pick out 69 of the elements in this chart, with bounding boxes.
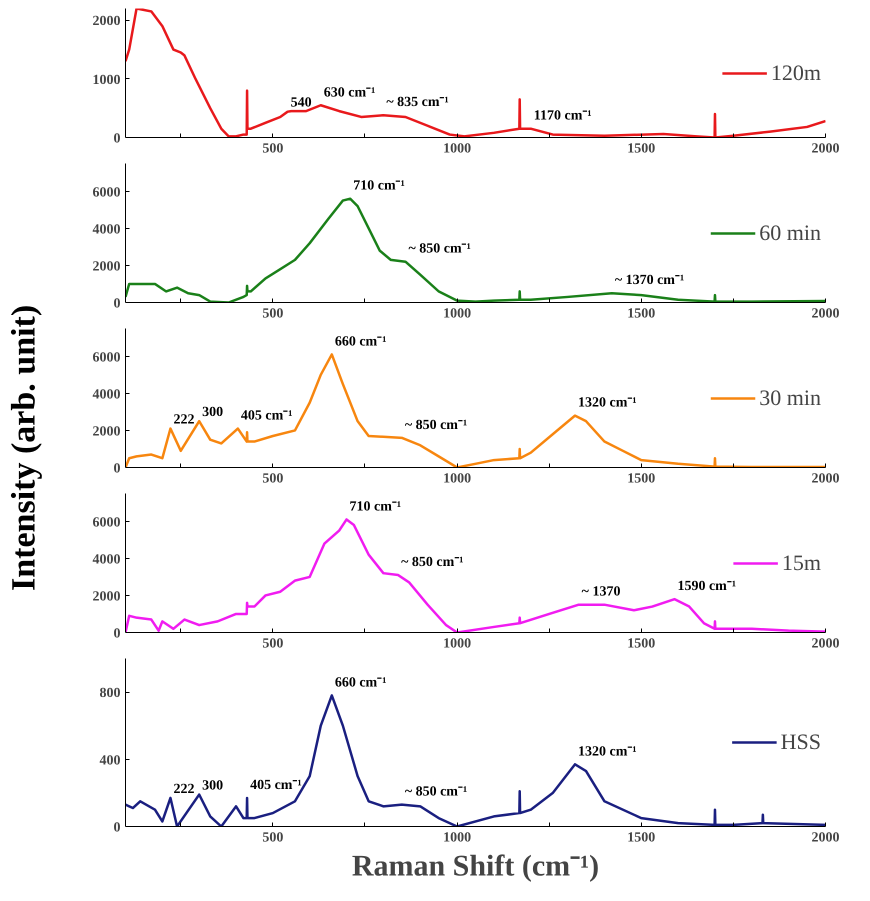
y-tick-label: 0 [114,296,120,312]
y-tick-label: 6000 [92,515,120,530]
x-tick-label: 1000 [443,142,472,156]
annotation: 660 cm⁻¹ [334,675,386,690]
annotation: ~ 1370 cm⁻¹ [614,273,684,288]
y-tick-label: 1000 [92,72,120,88]
x-tick-label: 2000 [812,636,840,652]
y-axis-title: Intensity (arb. unit) [4,304,44,591]
x-tick-label: 1000 [443,306,472,322]
y-tick-label: 2000 [92,589,120,604]
annotation: ~ 850 cm⁻¹ [408,242,471,257]
annotation: 1320 cm⁻¹ [578,396,637,411]
annotation: 710 cm⁻¹ [353,178,405,194]
annotation: 1320 cm⁻¹ [578,744,637,760]
x-tick-label: 500 [262,472,284,486]
x-tick-label: 1500 [627,472,656,486]
y-tick-label: 4000 [92,222,120,238]
annotation: 222 [173,412,194,428]
x-axis-title: Raman Shift (cm⁻¹) [352,850,600,882]
x-tick-label: 500 [262,830,284,846]
annotation: 660 cm⁻¹ [334,334,386,350]
annotation: ~ 1370 [582,584,620,600]
annotation: 300 [202,405,224,420]
annotation: ~ 850 cm⁻¹ [404,418,468,433]
annotation: 222 [173,782,194,797]
y-tick-label: 2000 [92,259,120,274]
x-tick-label: 1500 [627,830,656,846]
legend-label: 60 min [759,220,821,246]
annotation: 710 cm⁻¹ [350,499,402,514]
annotation: 1590 cm⁻¹ [677,579,736,594]
y-tick-label: 6000 [92,185,120,200]
y-tick-label: 0 [114,132,120,146]
x-tick-label: 2000 [812,306,840,322]
legend-label: 120m [770,60,821,86]
y-tick-label: 4000 [92,552,120,568]
x-tick-label: 1000 [443,830,472,846]
annotation: 405 cm⁻¹ [250,778,302,793]
y-tick-label: 2000 [92,14,120,30]
x-tick-label: 500 [262,142,284,156]
annotation: 405 cm⁻¹ [240,408,292,424]
annotation: 630 cm⁻¹ [324,85,376,100]
x-tick-label: 1000 [443,472,472,486]
x-tick-label: 500 [262,306,284,322]
annotation: ~ 850 cm⁻¹ [401,555,464,570]
line-series [126,8,826,138]
x-tick-label: 2000 [812,830,840,846]
legend-label: HSS [780,729,821,755]
x-tick-label: 1500 [627,142,656,156]
annotation: 1170 cm⁻¹ [534,108,592,124]
x-tick-label: 1500 [627,306,656,322]
annotation: 300 [202,778,224,794]
x-tick-label: 2000 [812,142,840,156]
y-tick-label: 0 [114,626,120,642]
legend-label: 30 min [759,384,821,410]
annotation: 540 [290,96,312,111]
x-tick-label: 500 [262,636,284,652]
annotation: ~ 835 cm⁻¹ [386,95,449,110]
y-tick-label: 0 [114,462,120,476]
annotation: ~ 850 cm⁻¹ [404,784,468,800]
y-tick-label: 6000 [92,350,120,366]
y-tick-label: 2000 [92,424,120,440]
x-tick-label: 1000 [443,636,472,652]
legend-label: 15m [782,550,821,576]
y-tick-label: 400 [100,753,120,768]
y-tick-label: 800 [100,686,120,702]
x-tick-label: 2000 [812,472,840,486]
y-tick-label: 4000 [92,387,120,402]
x-tick-label: 1500 [627,636,656,652]
y-tick-label: 0 [114,820,120,836]
